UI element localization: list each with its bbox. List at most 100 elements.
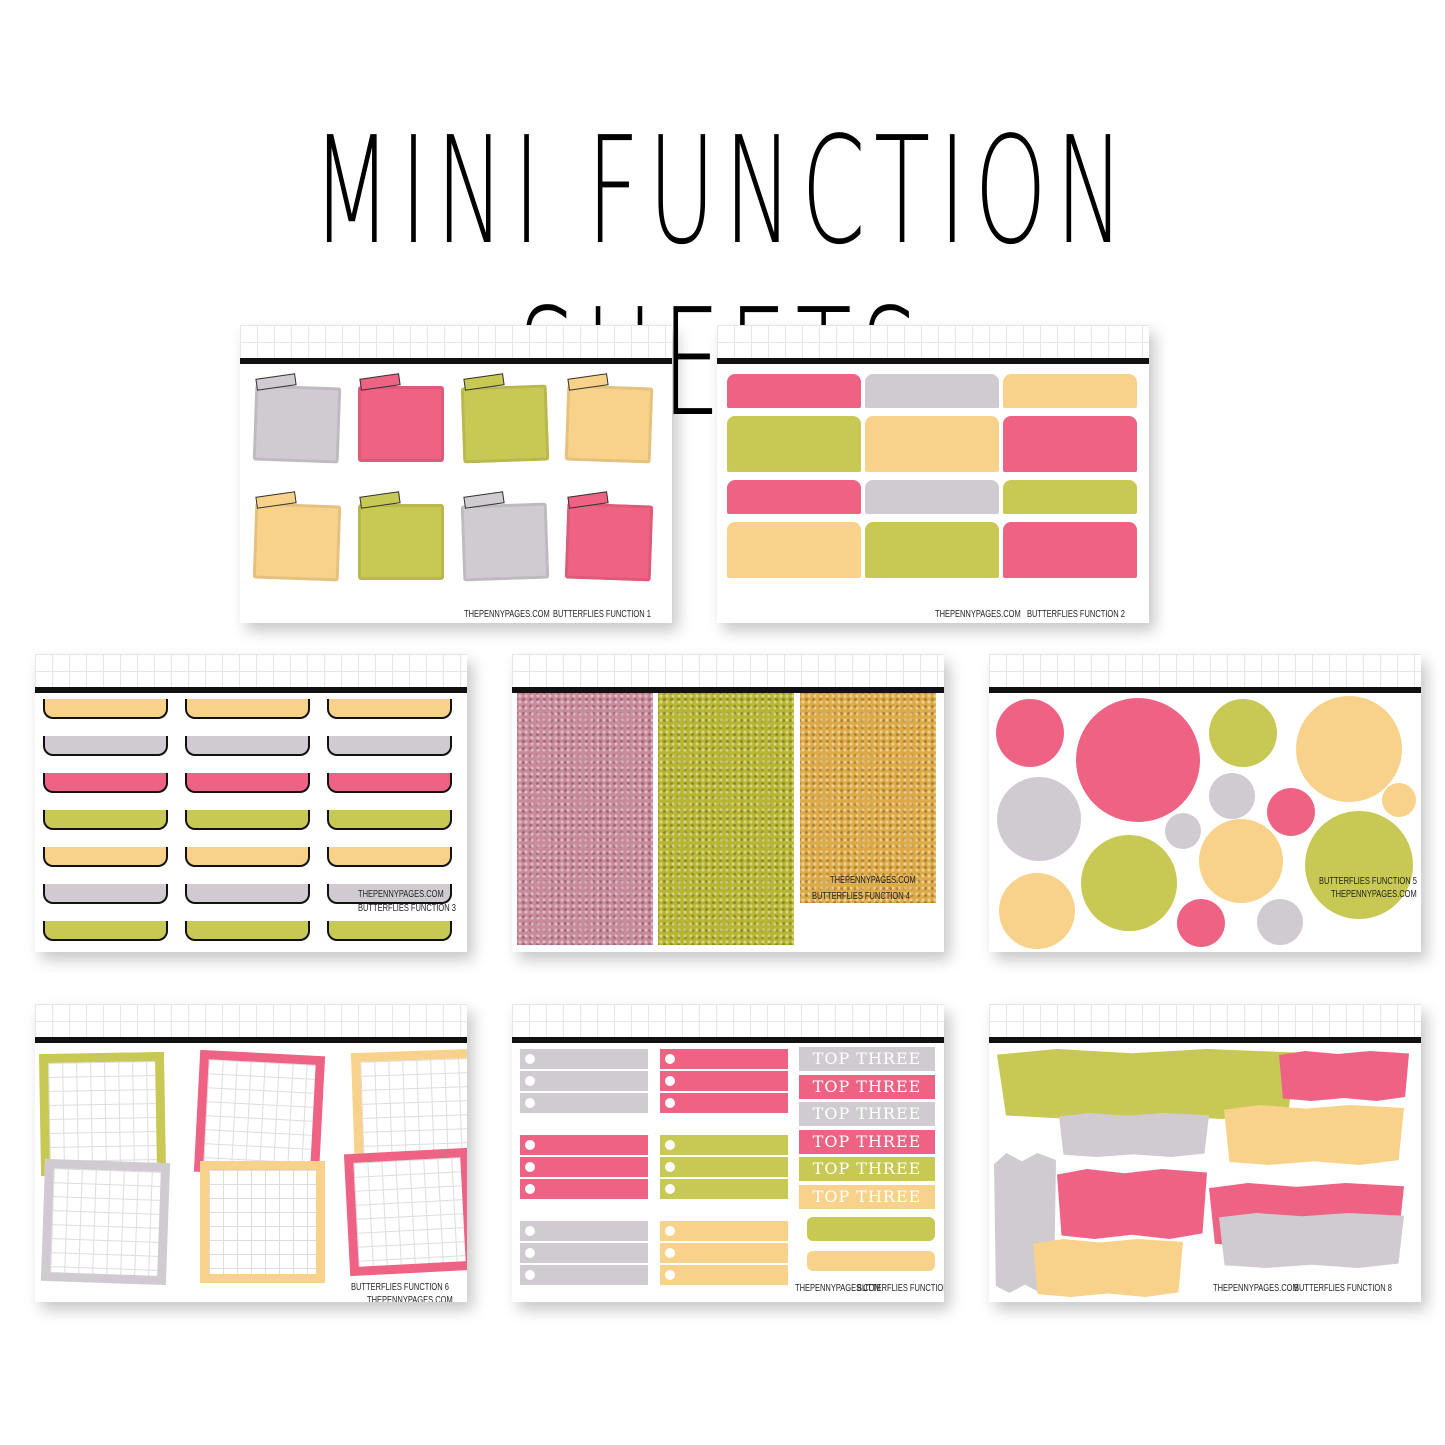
sticker-sheet-1[interactable]: THEPENNYPAGES.COM BUTTERFLIES FUNCTION 1 (240, 325, 672, 623)
sheet-content: THEPENNYPAGES.COM BUTTERFLIES FUNCTION 2 (717, 364, 1149, 623)
sheet-content: THEPENNYPAGES.COM BUTTERFLIES FUNCTION 3 (35, 693, 467, 952)
header-bar (717, 358, 1149, 364)
drip-border (327, 921, 452, 941)
site-label: THEPENNYPAGES.COM (367, 1295, 453, 1302)
sticker-sheet-6[interactable]: THEPENNYPAGES.COM BUTTERFLIES FUNCTION 6 (35, 1004, 467, 1302)
site-label: THEPENNYPAGES.COM (795, 1283, 881, 1294)
circle-sticker (1081, 835, 1177, 931)
checklist-row (660, 1049, 788, 1069)
site-label: THEPENNYPAGES.COM (935, 609, 1021, 620)
drip-border (185, 699, 310, 719)
header-bar (512, 1037, 944, 1043)
drip-border (43, 810, 168, 830)
sheet-name-label: BUTTERFLIES FUNCTION 3 (358, 903, 456, 914)
checklist-row (520, 1157, 648, 1177)
sheet-content: TOP THREE TOP THREE TOP THREE TOP THREE TOP … (512, 1043, 944, 1302)
sticker-sheet-2[interactable]: THEPENNYPAGES.COM BUTTERFLIES FUNCTION 2 (717, 325, 1149, 623)
sticky-note (252, 384, 342, 464)
sticky-note (564, 502, 654, 582)
sticker-sheet-5[interactable]: THEPENNYPAGES.COM BUTTERFLIES FUNCTION 5 (989, 654, 1421, 952)
header-bar (35, 687, 467, 693)
checklist-row (660, 1265, 788, 1285)
drip-border (185, 810, 310, 830)
drip-border (327, 736, 452, 756)
header-bar (989, 687, 1421, 693)
checklist-row (520, 1243, 648, 1263)
torn-paper (1279, 1051, 1409, 1101)
drip-border (185, 736, 310, 756)
sheet-name-label: BUTTERFLIES FUNCTION 2 (1027, 609, 1125, 620)
bullet-dot (665, 1162, 675, 1172)
grid-strip (727, 480, 861, 514)
drip-border (185, 884, 310, 904)
grid-strip (727, 374, 861, 408)
sheet-name-label: BUTTERFLIES FUNCTION 6 (351, 1282, 449, 1293)
top-three-label: TOP THREE (799, 1157, 935, 1181)
sheet-content: THEPENNYPAGES.COM BUTTERFLIES FUNCTION 4 (512, 693, 944, 952)
grid-strip (865, 480, 999, 514)
sticky-note (358, 504, 444, 580)
checklist-row (520, 1049, 648, 1069)
circle-sticker (999, 873, 1075, 949)
grid-header (35, 1004, 467, 1037)
grid-frame (200, 1161, 325, 1283)
sticker-sheet-3[interactable]: THEPENNYPAGES.COM BUTTERFLIES FUNCTION 3 (35, 654, 467, 952)
drip-border (43, 847, 168, 867)
bullet-dot (525, 1270, 535, 1280)
site-label: THEPENNYPAGES.COM (1213, 1283, 1299, 1294)
torn-paper (1057, 1169, 1207, 1239)
bullet-dot (665, 1248, 675, 1258)
top-three-label: TOP THREE (799, 1047, 935, 1071)
torn-paper (1219, 1213, 1404, 1268)
grid-header (512, 1004, 944, 1037)
sticker-sheet-4[interactable]: THEPENNYPAGES.COM BUTTERFLIES FUNCTION 4 (512, 654, 944, 952)
sheet-content: THEPENNYPAGES.COM BUTTERFLIES FUNCTION 5 (989, 693, 1421, 952)
grid-header (512, 654, 944, 687)
sticker-sheet-7[interactable]: TOP THREE TOP THREE TOP THREE TOP THREE TOP … (512, 1004, 944, 1302)
torn-paper (1224, 1105, 1404, 1165)
checklist-row (520, 1179, 648, 1199)
sheet-name-label: BUTTERFLIES FUNCTION 7 (857, 1283, 944, 1294)
bullet-dot (525, 1184, 535, 1194)
torn-paper (1059, 1113, 1209, 1157)
drip-border (43, 884, 168, 904)
drip-border (43, 699, 168, 719)
checklist-row (520, 1093, 648, 1113)
glitter-panel (658, 693, 794, 945)
sticky-note (358, 386, 444, 462)
grid-strip (1003, 374, 1137, 408)
grid-frame (38, 1051, 167, 1177)
bullet-dot (525, 1076, 535, 1086)
bullet-dot (665, 1226, 675, 1236)
sheet-content: THEPENNYPAGES.COM BUTTERFLIES FUNCTION 8 (989, 1043, 1421, 1302)
top-three-label: TOP THREE (799, 1074, 935, 1099)
sticker-sheet-8[interactable]: THEPENNYPAGES.COM BUTTERFLIES FUNCTION 8 (989, 1004, 1421, 1302)
grid-frame (343, 1147, 467, 1277)
sheet-content: THEPENNYPAGES.COM BUTTERFLIES FUNCTION 6 (35, 1043, 467, 1302)
header-bar (240, 358, 672, 364)
header-bar (989, 1037, 1421, 1043)
drip-border (43, 773, 168, 793)
drip-border (43, 736, 168, 756)
drip-border (327, 810, 452, 830)
circle-sticker (997, 777, 1081, 861)
washi-strip (807, 1251, 935, 1271)
grid-frame (40, 1158, 171, 1286)
checklist-row (660, 1071, 788, 1091)
checklist-row (520, 1135, 648, 1155)
bullet-dot (525, 1162, 535, 1172)
grid-strip (1003, 480, 1137, 514)
drip-border (43, 921, 168, 941)
sticky-note (460, 384, 550, 464)
top-three-label: TOP THREE (799, 1102, 935, 1126)
top-three-label: TOP THREE (799, 1129, 935, 1154)
grid-strip (865, 416, 999, 472)
checklist-row (660, 1135, 788, 1155)
torn-paper (1033, 1239, 1183, 1297)
checklist-row (520, 1221, 648, 1241)
sticky-note (564, 384, 654, 464)
grid-strip (727, 522, 861, 578)
glitter-panel (800, 693, 936, 903)
drip-border (185, 921, 310, 941)
circle-sticker (1257, 899, 1303, 945)
